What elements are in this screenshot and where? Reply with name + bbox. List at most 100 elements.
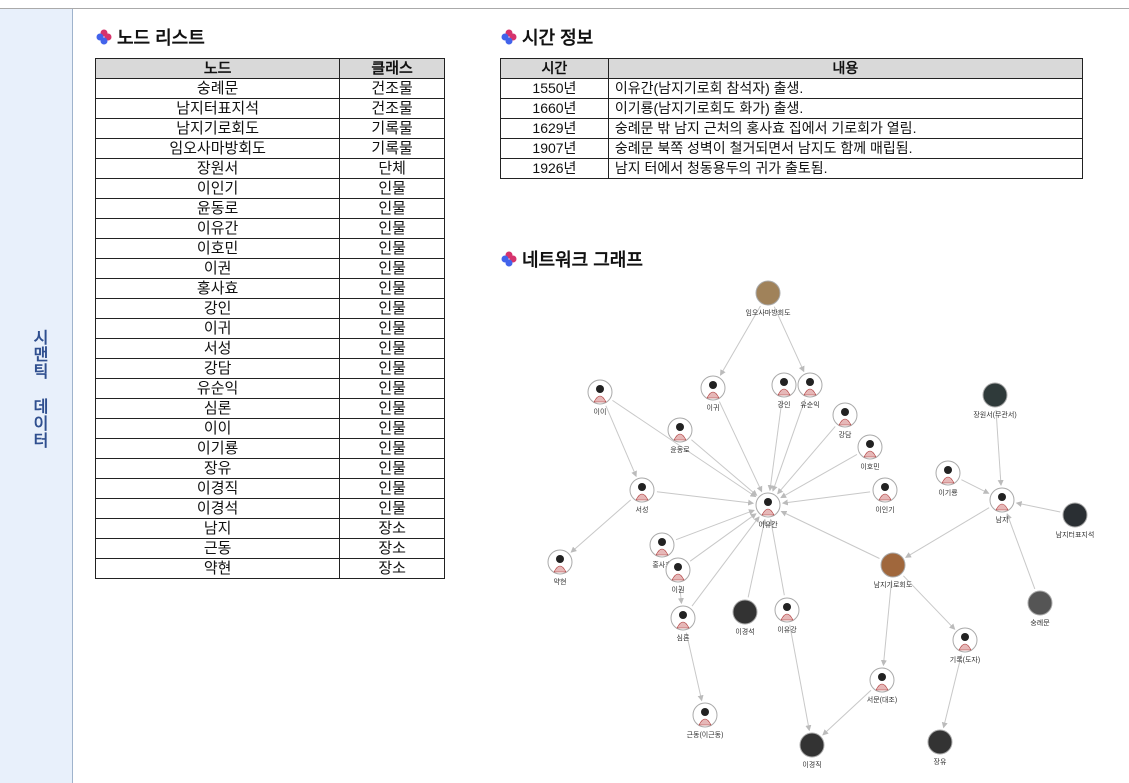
node bbox=[1062, 502, 1088, 528]
cell: 이호민 bbox=[94, 238, 341, 259]
cell: 장소 bbox=[339, 538, 445, 559]
node-body bbox=[878, 493, 892, 501]
node-head bbox=[783, 603, 791, 611]
node-head bbox=[878, 673, 886, 681]
cell: 기록물 bbox=[339, 138, 445, 159]
node-label: 임오사마방회도 bbox=[745, 308, 791, 317]
edge bbox=[605, 405, 637, 478]
node-head bbox=[881, 483, 889, 491]
node-body bbox=[838, 418, 852, 426]
row: 장원서 단체 bbox=[94, 158, 445, 179]
cell: 인물 bbox=[339, 398, 445, 419]
edge bbox=[780, 510, 880, 559]
icon bbox=[501, 251, 517, 267]
node bbox=[1027, 590, 1053, 616]
cell: 윤동로 bbox=[94, 198, 341, 219]
node-label: 이유간 bbox=[758, 520, 778, 529]
node-body bbox=[995, 503, 1009, 511]
cell: 인물 bbox=[339, 198, 445, 219]
node-body bbox=[553, 565, 567, 573]
node-head bbox=[998, 493, 1006, 501]
node-label: 장유 bbox=[934, 757, 947, 766]
node-label: 이이 bbox=[594, 407, 607, 416]
cell: 근동 bbox=[94, 538, 341, 559]
cell: 1907년 bbox=[500, 138, 609, 159]
row: 1907년 숭례문 북쪽 성벽이 철거되면서 남지도 함께 매립됨. bbox=[500, 138, 1084, 159]
node-label: 약현 bbox=[554, 577, 567, 586]
cell: 1629년 bbox=[500, 118, 609, 139]
node-label: 서문(대조) bbox=[867, 695, 897, 704]
header-row: 시간 내용 bbox=[500, 58, 1084, 79]
node-head bbox=[961, 633, 969, 641]
node-body bbox=[875, 683, 889, 691]
node-label: 유순익 bbox=[800, 401, 819, 409]
node-head bbox=[596, 385, 604, 393]
node-label: 이기룡 bbox=[938, 488, 958, 497]
node-body bbox=[655, 548, 669, 556]
node-body bbox=[698, 718, 712, 726]
node-label: 남지 bbox=[996, 515, 1009, 524]
cell: 인물 bbox=[339, 238, 445, 259]
node-body bbox=[635, 493, 649, 501]
cell: 인물 bbox=[339, 498, 445, 519]
row: 윤동로 인물 bbox=[94, 198, 445, 219]
node-label: 홍사효 bbox=[652, 560, 672, 569]
node-head bbox=[709, 381, 717, 389]
cell: 인물 bbox=[339, 438, 445, 459]
edge bbox=[612, 399, 757, 498]
cell: 인물 bbox=[339, 458, 445, 479]
node-label: 강인 bbox=[778, 400, 791, 409]
node-head bbox=[866, 440, 874, 448]
edge bbox=[771, 398, 806, 492]
row: 이이 인물 bbox=[94, 418, 445, 439]
cell: 인물 bbox=[339, 258, 445, 279]
cell: 인물 bbox=[339, 418, 445, 439]
row: 1660년 이기룡(남지기로회도 화가) 출생. bbox=[500, 98, 1084, 119]
edge bbox=[718, 401, 763, 493]
node-body bbox=[958, 643, 972, 651]
node bbox=[880, 552, 906, 578]
edge bbox=[773, 306, 805, 373]
edge bbox=[656, 491, 755, 506]
cell: 1926년 bbox=[500, 158, 609, 179]
node bbox=[982, 382, 1008, 408]
node-head bbox=[806, 378, 814, 386]
edge bbox=[781, 491, 871, 506]
edge bbox=[880, 579, 893, 667]
header-cell: 시간 bbox=[500, 58, 609, 79]
cell: 강담 bbox=[94, 358, 341, 379]
edge bbox=[780, 453, 858, 499]
edge bbox=[677, 584, 684, 605]
row: 임오사마방회도 기록물 bbox=[94, 138, 445, 159]
node-label: 기록(도자) bbox=[950, 655, 980, 664]
row: 강인 인물 bbox=[94, 298, 445, 319]
cell: 남지 터에서 청동용두의 귀가 출토됨. bbox=[607, 158, 1084, 179]
edge bbox=[691, 439, 758, 496]
cell: 이경직 bbox=[94, 478, 341, 499]
edge bbox=[685, 632, 704, 702]
cell: 임오사마방회도 bbox=[94, 138, 341, 159]
node-body bbox=[761, 508, 775, 516]
row: 남지기로회도 기록물 bbox=[94, 118, 445, 139]
cell: 인물 bbox=[339, 378, 445, 399]
cell: 인물 bbox=[339, 218, 445, 239]
cell: 숭례문 밖 남지 근처의 홍사효 집에서 기로회가 열림. bbox=[607, 118, 1084, 139]
cell: 이귀 bbox=[94, 318, 341, 339]
row: 홍사효 인물 bbox=[94, 278, 445, 299]
sidebar: 시맨틱 데이터 bbox=[0, 9, 73, 783]
cell: 이인기 bbox=[94, 178, 341, 199]
cell: 남지 bbox=[94, 518, 341, 539]
node-head bbox=[638, 483, 646, 491]
cell: 강인 bbox=[94, 298, 341, 319]
cell: 숭례문 bbox=[94, 78, 341, 99]
row: 남지터표지석 건조물 bbox=[94, 98, 445, 119]
edge bbox=[767, 399, 783, 492]
row: 이귀 인물 bbox=[94, 318, 445, 339]
node-label: 이인기 bbox=[875, 505, 894, 514]
node-label: 윤동로 bbox=[670, 446, 690, 454]
cell: 건조물 bbox=[339, 98, 445, 119]
cell: 단체 bbox=[339, 158, 445, 179]
section-title: 시간 정보 bbox=[500, 24, 593, 50]
cell: 유순익 bbox=[94, 378, 341, 399]
cell: 이기룡 bbox=[94, 438, 341, 459]
